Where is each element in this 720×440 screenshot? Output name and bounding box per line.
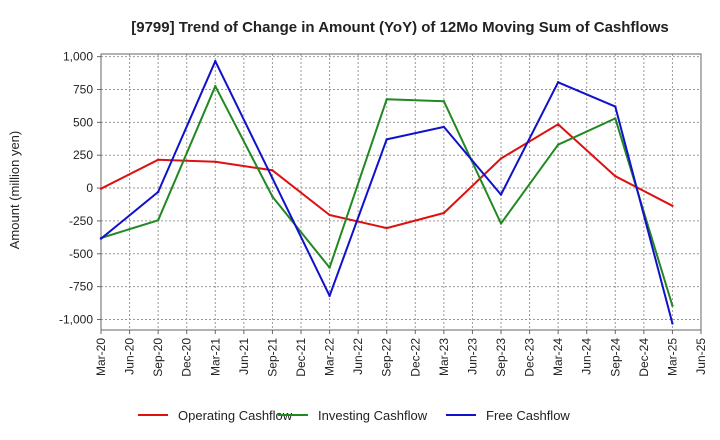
x-tick-label: Sep-22 [380, 338, 394, 377]
x-tick-label: Mar-23 [437, 338, 451, 376]
x-tick-label: Jun-20 [123, 338, 137, 375]
y-tick-label: -250 [69, 214, 93, 228]
y-tick-label: -500 [69, 247, 93, 261]
data-point-operating-cashflow [614, 175, 617, 178]
x-tick-label: Jun-21 [237, 338, 251, 375]
data-point-operating-cashflow [556, 123, 560, 126]
data-point-investing-cashflow [614, 117, 617, 120]
x-tick-label: Dec-22 [408, 338, 422, 377]
data-point-free-cashflow [385, 138, 388, 141]
y-tick-label: 500 [73, 115, 93, 129]
data-point-free-cashflow [442, 125, 446, 129]
y-tick-label: -1,000 [59, 312, 93, 326]
data-point-free-cashflow [156, 190, 160, 194]
y-axis-label: Amount (million yen) [7, 131, 22, 250]
chart-title: [9799] Trend of Change in Amount (YoY) o… [131, 19, 669, 36]
y-tick-label: 750 [73, 82, 93, 96]
data-point-operating-cashflow [442, 211, 446, 215]
legend: Operating Cashflow Investing Cashflow Free… [138, 408, 570, 423]
x-tick-label: Jun-24 [580, 338, 594, 375]
x-tick-label: Dec-24 [637, 338, 651, 377]
data-point-investing-cashflow [442, 100, 446, 103]
data-point-operating-cashflow [328, 213, 331, 217]
data-point-operating-cashflow [499, 157, 503, 160]
data-point-operating-cashflow [99, 187, 103, 190]
data-point-investing-cashflow [156, 219, 160, 222]
x-tick-label: Sep-24 [608, 338, 622, 377]
y-tick-label: 1,000 [63, 50, 93, 64]
data-point-investing-cashflow [499, 222, 503, 225]
y-tick-label: 250 [73, 148, 93, 162]
legend-label-free-cashflow: Free Cashflow [486, 408, 570, 423]
legend-label-investing-cashflow: Investing Cashflow [318, 408, 428, 423]
data-point-investing-cashflow [556, 143, 560, 146]
x-tick-label: Mar-22 [323, 338, 337, 376]
data-point-free-cashflow [99, 237, 103, 240]
x-tick-label: Jun-23 [465, 338, 479, 375]
x-tick-label: Mar-21 [208, 338, 222, 376]
grid [100, 54, 702, 330]
data-point-operating-cashflow [271, 169, 274, 172]
x-tick-label: Dec-21 [294, 338, 308, 377]
data-point-operating-cashflow [156, 158, 160, 161]
data-point-investing-cashflow [671, 304, 674, 307]
x-tick-label: Dec-23 [523, 338, 537, 377]
data-point-free-cashflow [671, 322, 674, 325]
data-point-investing-cashflow [385, 98, 388, 101]
x-tick-label: Sep-21 [265, 338, 279, 377]
data-point-free-cashflow [271, 177, 274, 180]
data-point-free-cashflow [328, 294, 331, 298]
y-ticks: -1,000 -750 -500 -250 0 250 500 750 1,000 [59, 50, 101, 326]
data-point-free-cashflow [556, 81, 560, 84]
x-tick-label: Sep-20 [151, 338, 165, 377]
data-point-operating-cashflow [385, 226, 388, 230]
data-point-operating-cashflow [671, 204, 674, 207]
data-point-operating-cashflow [214, 160, 217, 163]
x-tick-label: Mar-24 [551, 338, 565, 376]
data-point-investing-cashflow [328, 266, 331, 269]
x-tick-label: Mar-25 [665, 338, 679, 376]
data-point-free-cashflow [499, 193, 503, 196]
legend-label-operating-cashflow: Operating Cashflow [178, 408, 293, 423]
x-tick-label: Sep-23 [494, 338, 508, 377]
x-ticks: Mar-20 Jun-20 Sep-20 Dec-20 Mar-21 Jun-21 Sep-… [94, 330, 708, 377]
x-tick-label: Jun-25 [694, 338, 708, 375]
data-point-free-cashflow [614, 105, 617, 108]
data-point-investing-cashflow [214, 85, 217, 88]
data-point-free-cashflow [214, 60, 217, 63]
y-tick-label: 0 [86, 181, 93, 195]
x-tick-label: Dec-20 [180, 338, 194, 377]
y-tick-label: -750 [69, 280, 93, 294]
x-tick-label: Mar-20 [94, 338, 108, 376]
series [99, 60, 674, 325]
plot-frame [100, 53, 702, 331]
x-tick-label: Jun-22 [351, 338, 365, 375]
data-point-investing-cashflow [271, 195, 274, 198]
